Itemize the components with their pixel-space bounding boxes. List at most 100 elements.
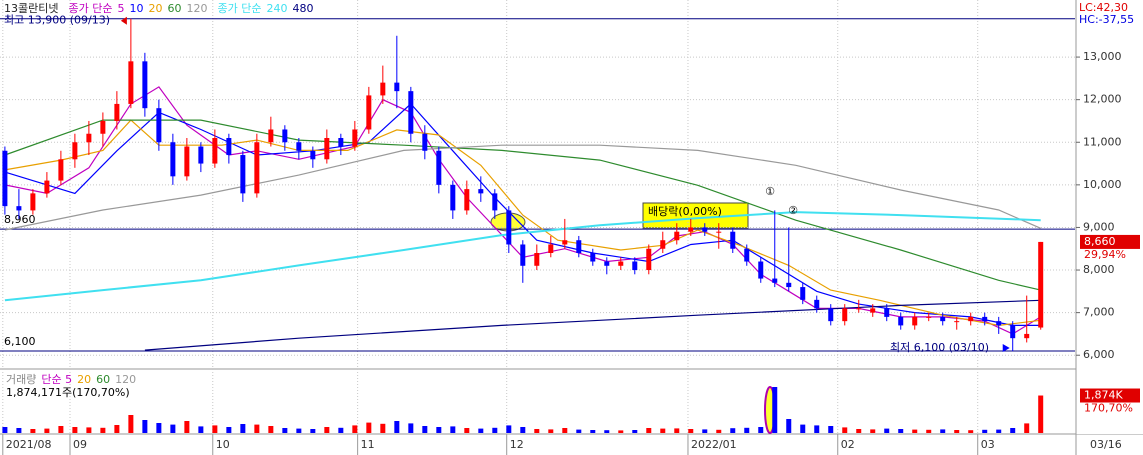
candle-body [324, 138, 330, 160]
candle-body [156, 108, 162, 143]
y-tick-label: 9,000 [1083, 220, 1115, 233]
volume-bar [926, 429, 932, 433]
marker: ② [788, 204, 798, 217]
candle-body [716, 231, 722, 233]
candle-body [58, 159, 64, 181]
high-arrow [120, 16, 127, 25]
candle-body [604, 261, 610, 266]
legend-prefix: 종가 단순 [68, 2, 112, 15]
reference-label: 8,960 [4, 213, 36, 226]
candle-body [996, 321, 1002, 326]
candle-body [492, 193, 498, 211]
candle-body [800, 287, 806, 300]
volume-bar [1010, 428, 1016, 433]
candle-body [366, 95, 372, 130]
volume-bar [478, 428, 484, 433]
volume-bar [968, 430, 974, 433]
volume-bar [212, 425, 218, 433]
high-label: 최고 13,900 (09/13) [4, 14, 110, 27]
candle-body [380, 82, 386, 96]
candle-body [254, 142, 260, 194]
candle-body [16, 206, 22, 211]
volume-bar [520, 427, 526, 433]
candle-body [548, 244, 554, 253]
candle-body [968, 316, 974, 322]
volume-bar [436, 427, 442, 433]
candle-body [590, 253, 596, 262]
volume-bar [86, 427, 92, 433]
candle-body [282, 129, 288, 143]
volume-bar [884, 428, 890, 433]
legend-entry: 10 [129, 2, 143, 15]
legend-entry: 120 [186, 2, 207, 15]
volume-bar [1024, 423, 1030, 433]
y-tick-label: 8,000 [1083, 263, 1115, 276]
candle-body [646, 248, 652, 271]
moving-average-line [144, 299, 1041, 351]
volume-bar [114, 425, 120, 433]
volume-bar [156, 423, 162, 433]
candle-body [506, 210, 512, 245]
candle-body [940, 316, 946, 322]
volume-bar [912, 429, 918, 433]
volume-bar [534, 429, 540, 433]
volume-bar [786, 419, 792, 433]
candle-body [982, 316, 988, 322]
volume-bar [58, 426, 64, 433]
volume-bar [310, 429, 316, 433]
volume-bar [226, 427, 232, 433]
volume-bar [100, 427, 106, 433]
volume-bar [772, 387, 778, 433]
volume-bar [2, 427, 8, 433]
candle-body [926, 316, 932, 318]
candle-body [842, 308, 848, 322]
volume-bar [856, 429, 862, 433]
candle-body [702, 227, 708, 232]
volume-bar [338, 427, 344, 433]
candle-body [1024, 333, 1030, 339]
legend-entry: 480 [292, 2, 313, 15]
candle-body [450, 184, 456, 211]
candle-body [310, 150, 316, 160]
legend-entry: 20 [148, 2, 162, 15]
candle-body [226, 138, 232, 156]
last-date-label: 03/16 [1090, 438, 1122, 451]
moving-average-line [4, 144, 1041, 231]
last-price-label: 8,660 [1084, 235, 1116, 248]
last-volume-label: 1,874K [1084, 389, 1123, 402]
legend-entry: 60 [96, 373, 110, 386]
y-tick-label: 7,000 [1083, 306, 1115, 319]
candle-body [44, 180, 50, 194]
volume-bar [646, 428, 652, 433]
volume-bar [422, 426, 428, 433]
volume-bar [366, 422, 372, 433]
candle-body [520, 244, 526, 266]
volume-bar [268, 426, 274, 433]
candle-body [408, 91, 414, 134]
volume-bar [492, 427, 498, 433]
volume-bar [618, 430, 624, 433]
y-tick-label: 11,000 [1083, 135, 1122, 148]
volume-bar [450, 426, 456, 433]
candle-body [30, 193, 36, 211]
candle-body [352, 129, 358, 147]
moving-average-line [4, 211, 1041, 302]
legend-entry: 20 [77, 373, 91, 386]
volume-bar [254, 424, 260, 433]
volume-bar [30, 429, 36, 433]
candle-body [86, 133, 92, 143]
volume-bar [632, 430, 638, 433]
candle-body [100, 120, 106, 134]
candle-body [128, 61, 134, 104]
volume-bar [352, 425, 358, 433]
candle-body [142, 61, 148, 109]
volume-bar [758, 427, 764, 433]
candle-body [114, 103, 120, 121]
marker: ① [765, 185, 775, 198]
x-tick-label: 2022/01 [691, 438, 737, 451]
candle-body [772, 278, 778, 283]
legend-prefix: 종가 단순 [217, 2, 261, 15]
volume-bar [842, 427, 848, 433]
lc-label: LC:42,30 [1079, 1, 1128, 14]
legend-entry: 60 [167, 2, 181, 15]
